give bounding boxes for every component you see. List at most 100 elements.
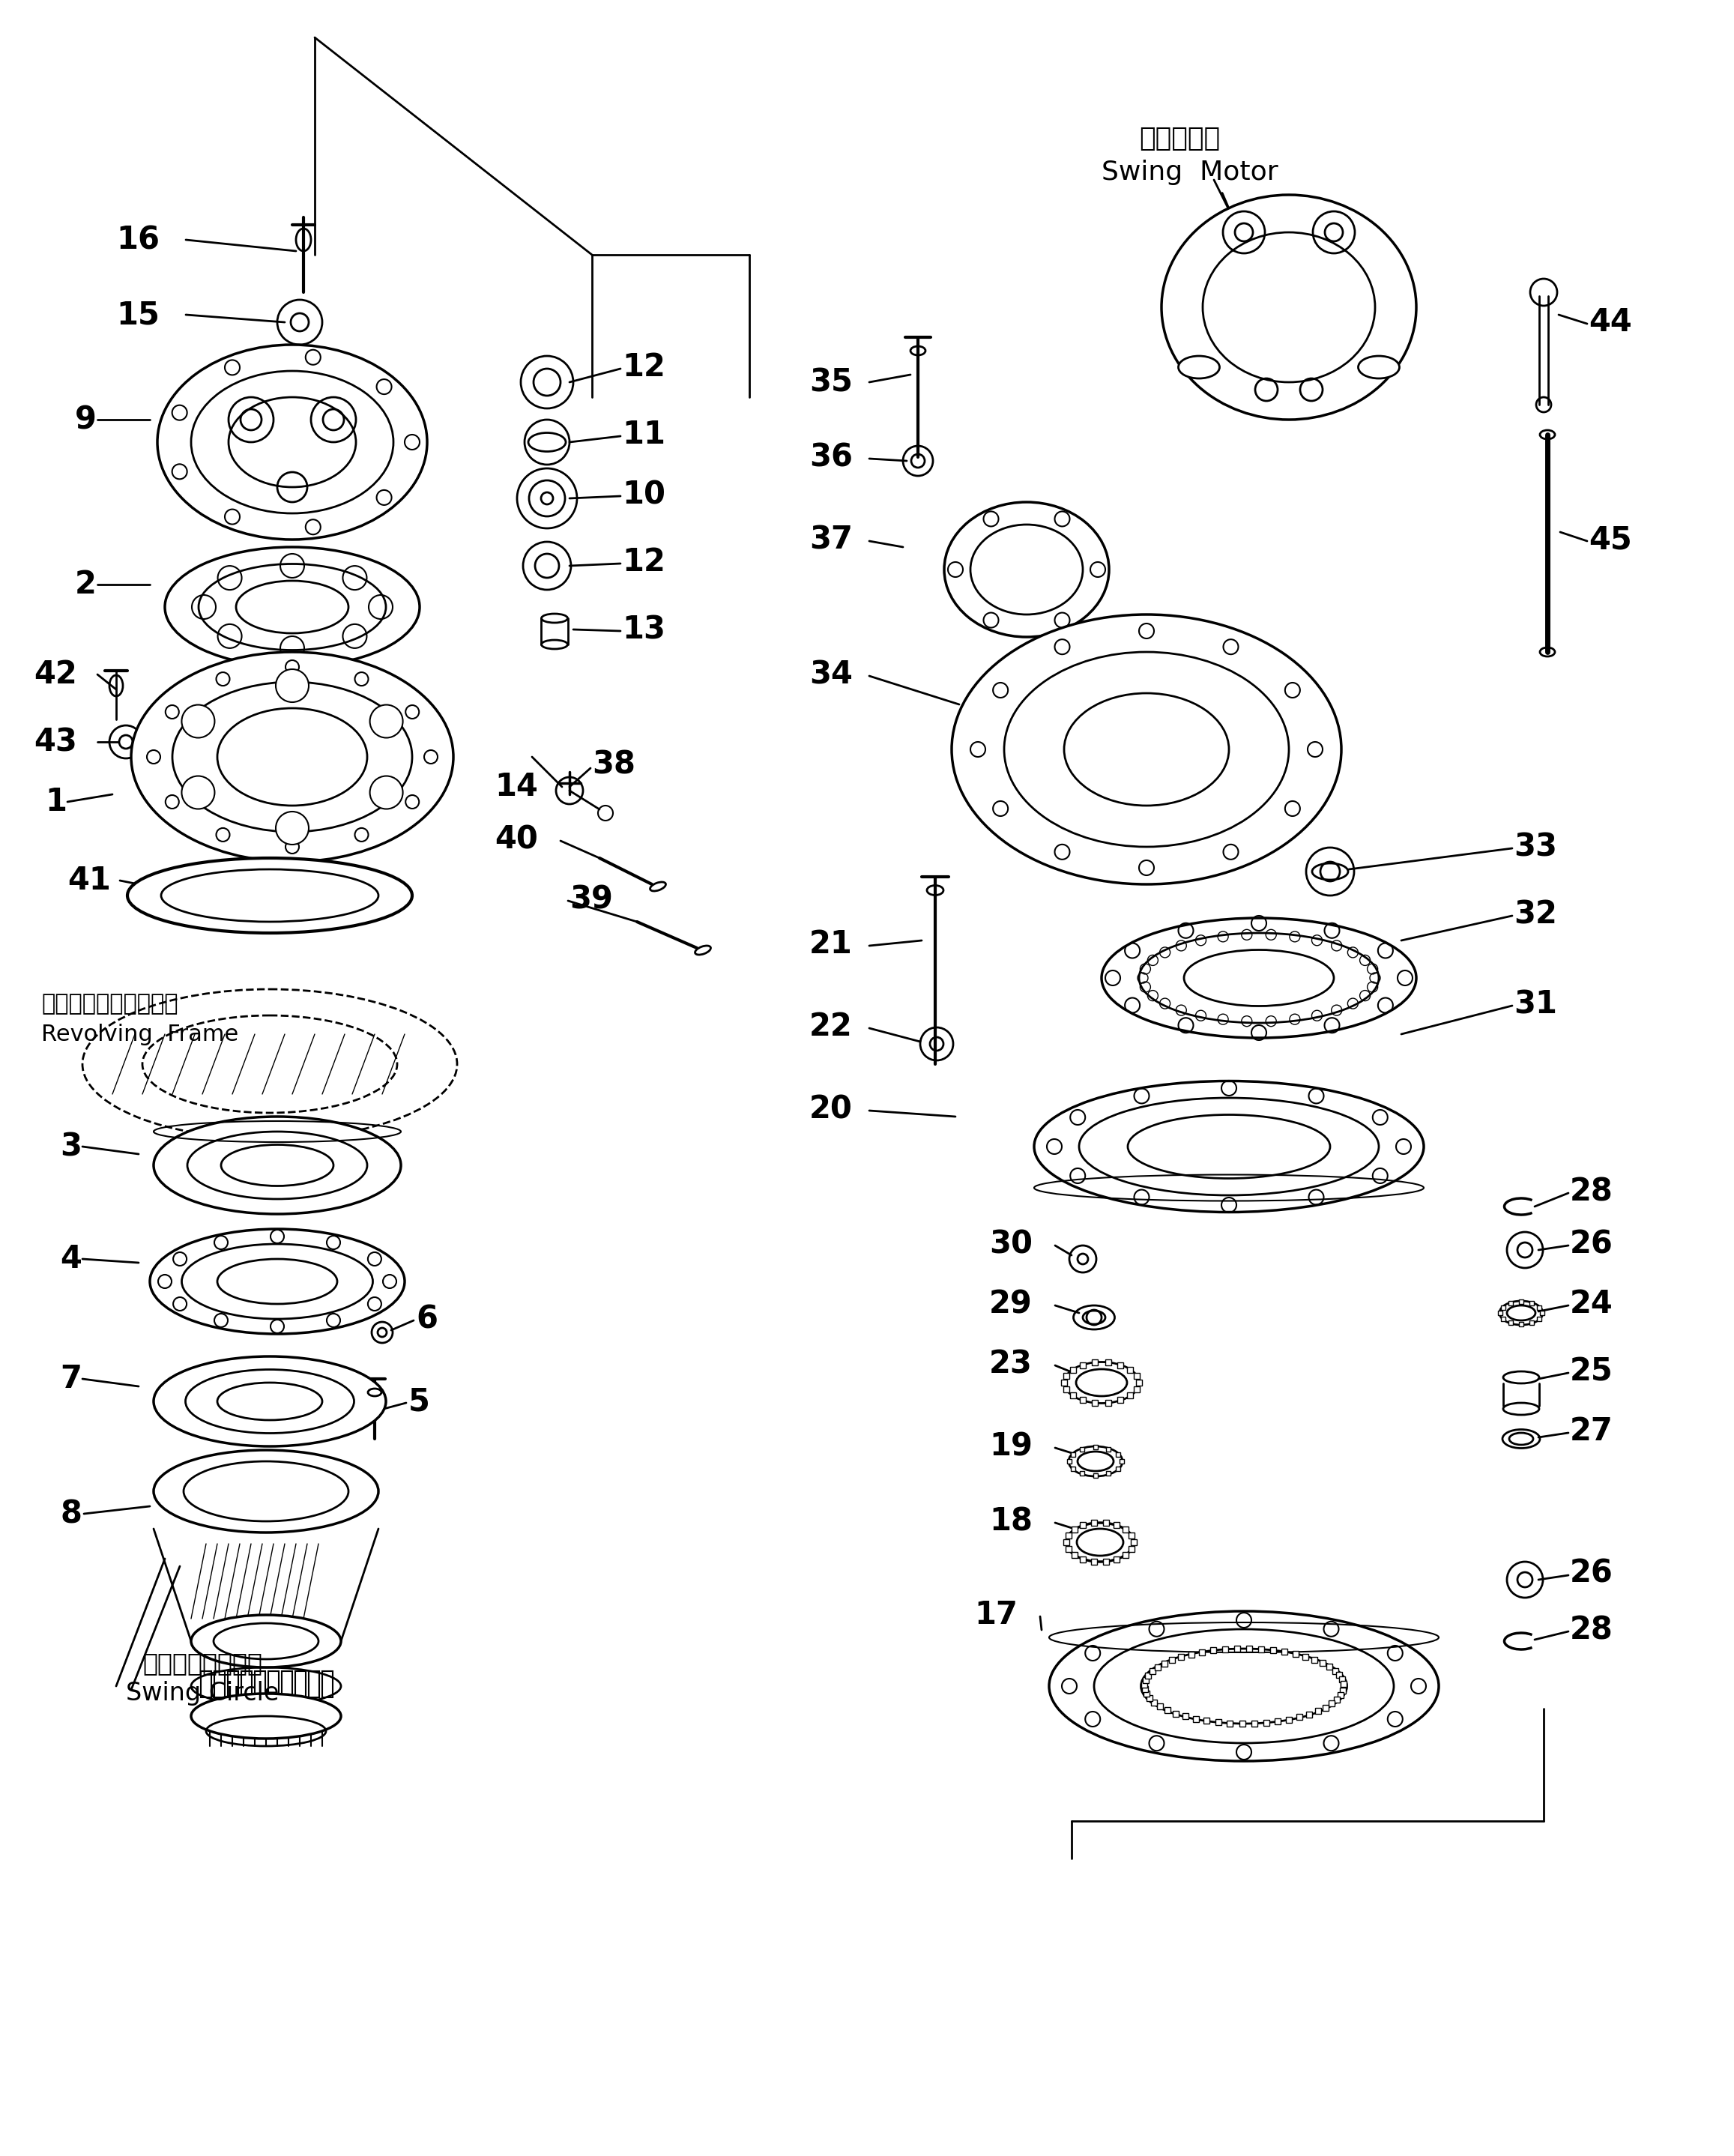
Bar <box>1327 1664 1332 1671</box>
Text: 29: 29 <box>988 1287 1032 1319</box>
Bar <box>1216 1718 1221 1725</box>
Bar <box>1072 1552 1077 1559</box>
Text: 30: 30 <box>988 1229 1033 1259</box>
Bar <box>1143 1677 1148 1684</box>
Bar <box>1070 1393 1075 1399</box>
Bar <box>1264 1720 1269 1725</box>
Bar <box>1105 1360 1111 1365</box>
Ellipse shape <box>1179 356 1219 379</box>
Bar <box>1498 1311 1502 1315</box>
Circle shape <box>369 776 402 808</box>
Bar <box>1340 1688 1346 1695</box>
Bar <box>1162 1660 1167 1667</box>
Bar <box>1259 1647 1264 1651</box>
Bar <box>1124 1552 1129 1559</box>
Ellipse shape <box>1358 356 1399 379</box>
Ellipse shape <box>1033 1080 1424 1212</box>
Bar <box>1065 1533 1072 1539</box>
Bar <box>1094 1473 1098 1477</box>
Text: 16: 16 <box>116 224 160 257</box>
Text: 38: 38 <box>591 748 635 780</box>
Text: 42: 42 <box>33 660 76 690</box>
Ellipse shape <box>132 651 453 862</box>
Bar <box>1311 1656 1318 1662</box>
Text: 43: 43 <box>33 727 76 757</box>
Bar <box>1157 1703 1164 1710</box>
Ellipse shape <box>1049 1611 1439 1761</box>
Bar <box>1065 1546 1072 1552</box>
Bar <box>1127 1367 1134 1373</box>
Bar <box>1092 1399 1098 1406</box>
Text: 41: 41 <box>68 865 111 897</box>
Bar <box>1536 1317 1542 1322</box>
Bar <box>1323 1705 1328 1710</box>
Bar <box>1320 1660 1325 1667</box>
Bar <box>1203 1718 1210 1725</box>
Bar <box>1150 1669 1155 1675</box>
Text: 7: 7 <box>61 1363 81 1395</box>
Text: 旋回モータ: 旋回モータ <box>1139 125 1221 151</box>
Ellipse shape <box>1068 1447 1122 1477</box>
Text: 18: 18 <box>988 1505 1033 1537</box>
Bar <box>227 1671 238 1697</box>
Bar <box>1183 1714 1188 1720</box>
Ellipse shape <box>1101 918 1417 1037</box>
Bar <box>1141 1686 1148 1692</box>
Bar <box>1210 1647 1216 1654</box>
Circle shape <box>369 705 402 737</box>
Text: 27: 27 <box>1569 1416 1613 1447</box>
Bar <box>1287 1716 1292 1723</box>
Ellipse shape <box>191 1615 342 1667</box>
Bar <box>1070 1466 1075 1470</box>
Bar <box>1117 1363 1124 1369</box>
Bar <box>1302 1654 1307 1660</box>
Text: 12: 12 <box>623 351 666 384</box>
Bar <box>1070 1367 1075 1373</box>
Text: Swing  Motor: Swing Motor <box>1101 160 1278 185</box>
Bar <box>295 1671 305 1697</box>
Bar <box>1500 1304 1505 1309</box>
Bar <box>1509 1300 1514 1304</box>
Ellipse shape <box>154 1117 401 1214</box>
Bar <box>1094 1445 1098 1449</box>
Text: 17: 17 <box>975 1600 1018 1630</box>
Bar <box>1129 1546 1134 1552</box>
Circle shape <box>182 776 215 808</box>
Bar <box>1136 1380 1143 1386</box>
Bar <box>1519 1300 1524 1304</box>
Bar <box>1091 1520 1098 1526</box>
Ellipse shape <box>127 858 413 934</box>
Bar <box>1063 1386 1070 1393</box>
Text: 4: 4 <box>61 1244 81 1274</box>
Bar <box>1117 1397 1124 1404</box>
Bar <box>215 1671 225 1697</box>
Bar <box>1141 1682 1148 1688</box>
Bar <box>1339 1677 1346 1682</box>
Bar <box>1337 1673 1342 1677</box>
Text: 20: 20 <box>810 1093 853 1125</box>
Circle shape <box>276 668 309 703</box>
Bar <box>1106 1447 1111 1451</box>
Bar <box>1080 1470 1085 1477</box>
Bar <box>1066 1460 1072 1464</box>
Ellipse shape <box>952 614 1342 884</box>
Bar <box>1144 1673 1151 1680</box>
Bar <box>1117 1466 1120 1470</box>
Text: 33: 33 <box>1514 830 1557 862</box>
Text: Swing Circle: Swing Circle <box>127 1682 279 1705</box>
Bar <box>201 1671 212 1697</box>
Ellipse shape <box>1066 1522 1134 1561</box>
Bar <box>1134 1373 1139 1378</box>
Text: 21: 21 <box>810 929 853 959</box>
Text: スイングサークル: スイングサークル <box>142 1651 262 1675</box>
Bar <box>1297 1714 1302 1720</box>
Bar <box>1529 1319 1535 1326</box>
Text: 28: 28 <box>1569 1615 1613 1645</box>
Bar <box>281 1671 293 1697</box>
Bar <box>1188 1651 1195 1658</box>
Bar <box>1080 1557 1085 1563</box>
Text: 39: 39 <box>569 884 612 914</box>
Text: 23: 23 <box>988 1348 1032 1380</box>
Circle shape <box>276 811 309 845</box>
Text: 28: 28 <box>1569 1175 1613 1207</box>
